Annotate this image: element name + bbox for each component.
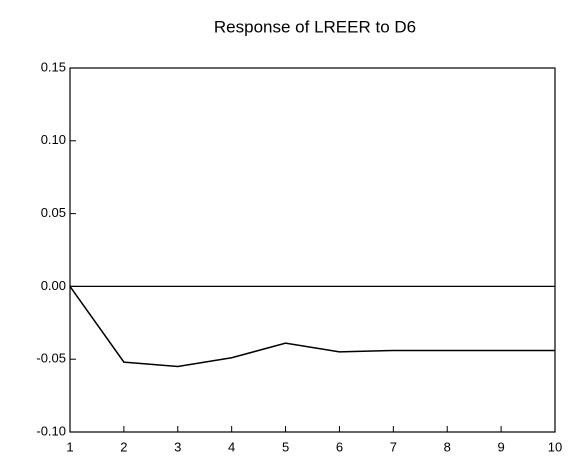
y-tick-label: 0.05 (41, 205, 66, 220)
x-tick-label: 5 (282, 439, 289, 454)
y-tick-label: 0.10 (41, 132, 66, 147)
x-tick-label: 3 (174, 439, 181, 454)
y-tick-label: -0.10 (36, 423, 66, 438)
x-tick-label: 1 (66, 439, 73, 454)
series-line (69, 285, 555, 368)
x-tick-label: 7 (390, 439, 397, 454)
y-tick-label: -0.05 (36, 351, 66, 366)
chart-title: Response of LREER to D6 (214, 17, 416, 36)
y-tick-label: 0.00 (41, 278, 66, 293)
x-tick-label: 6 (336, 439, 343, 454)
y-tick-label: 0.15 (41, 59, 66, 74)
x-tick-label: 2 (120, 439, 127, 454)
x-tick-label: 9 (497, 439, 504, 454)
x-tick-label: 8 (444, 439, 451, 454)
x-tick-label: 10 (548, 439, 562, 454)
plot-frame (69, 67, 556, 433)
x-tick-label: 4 (228, 439, 235, 454)
